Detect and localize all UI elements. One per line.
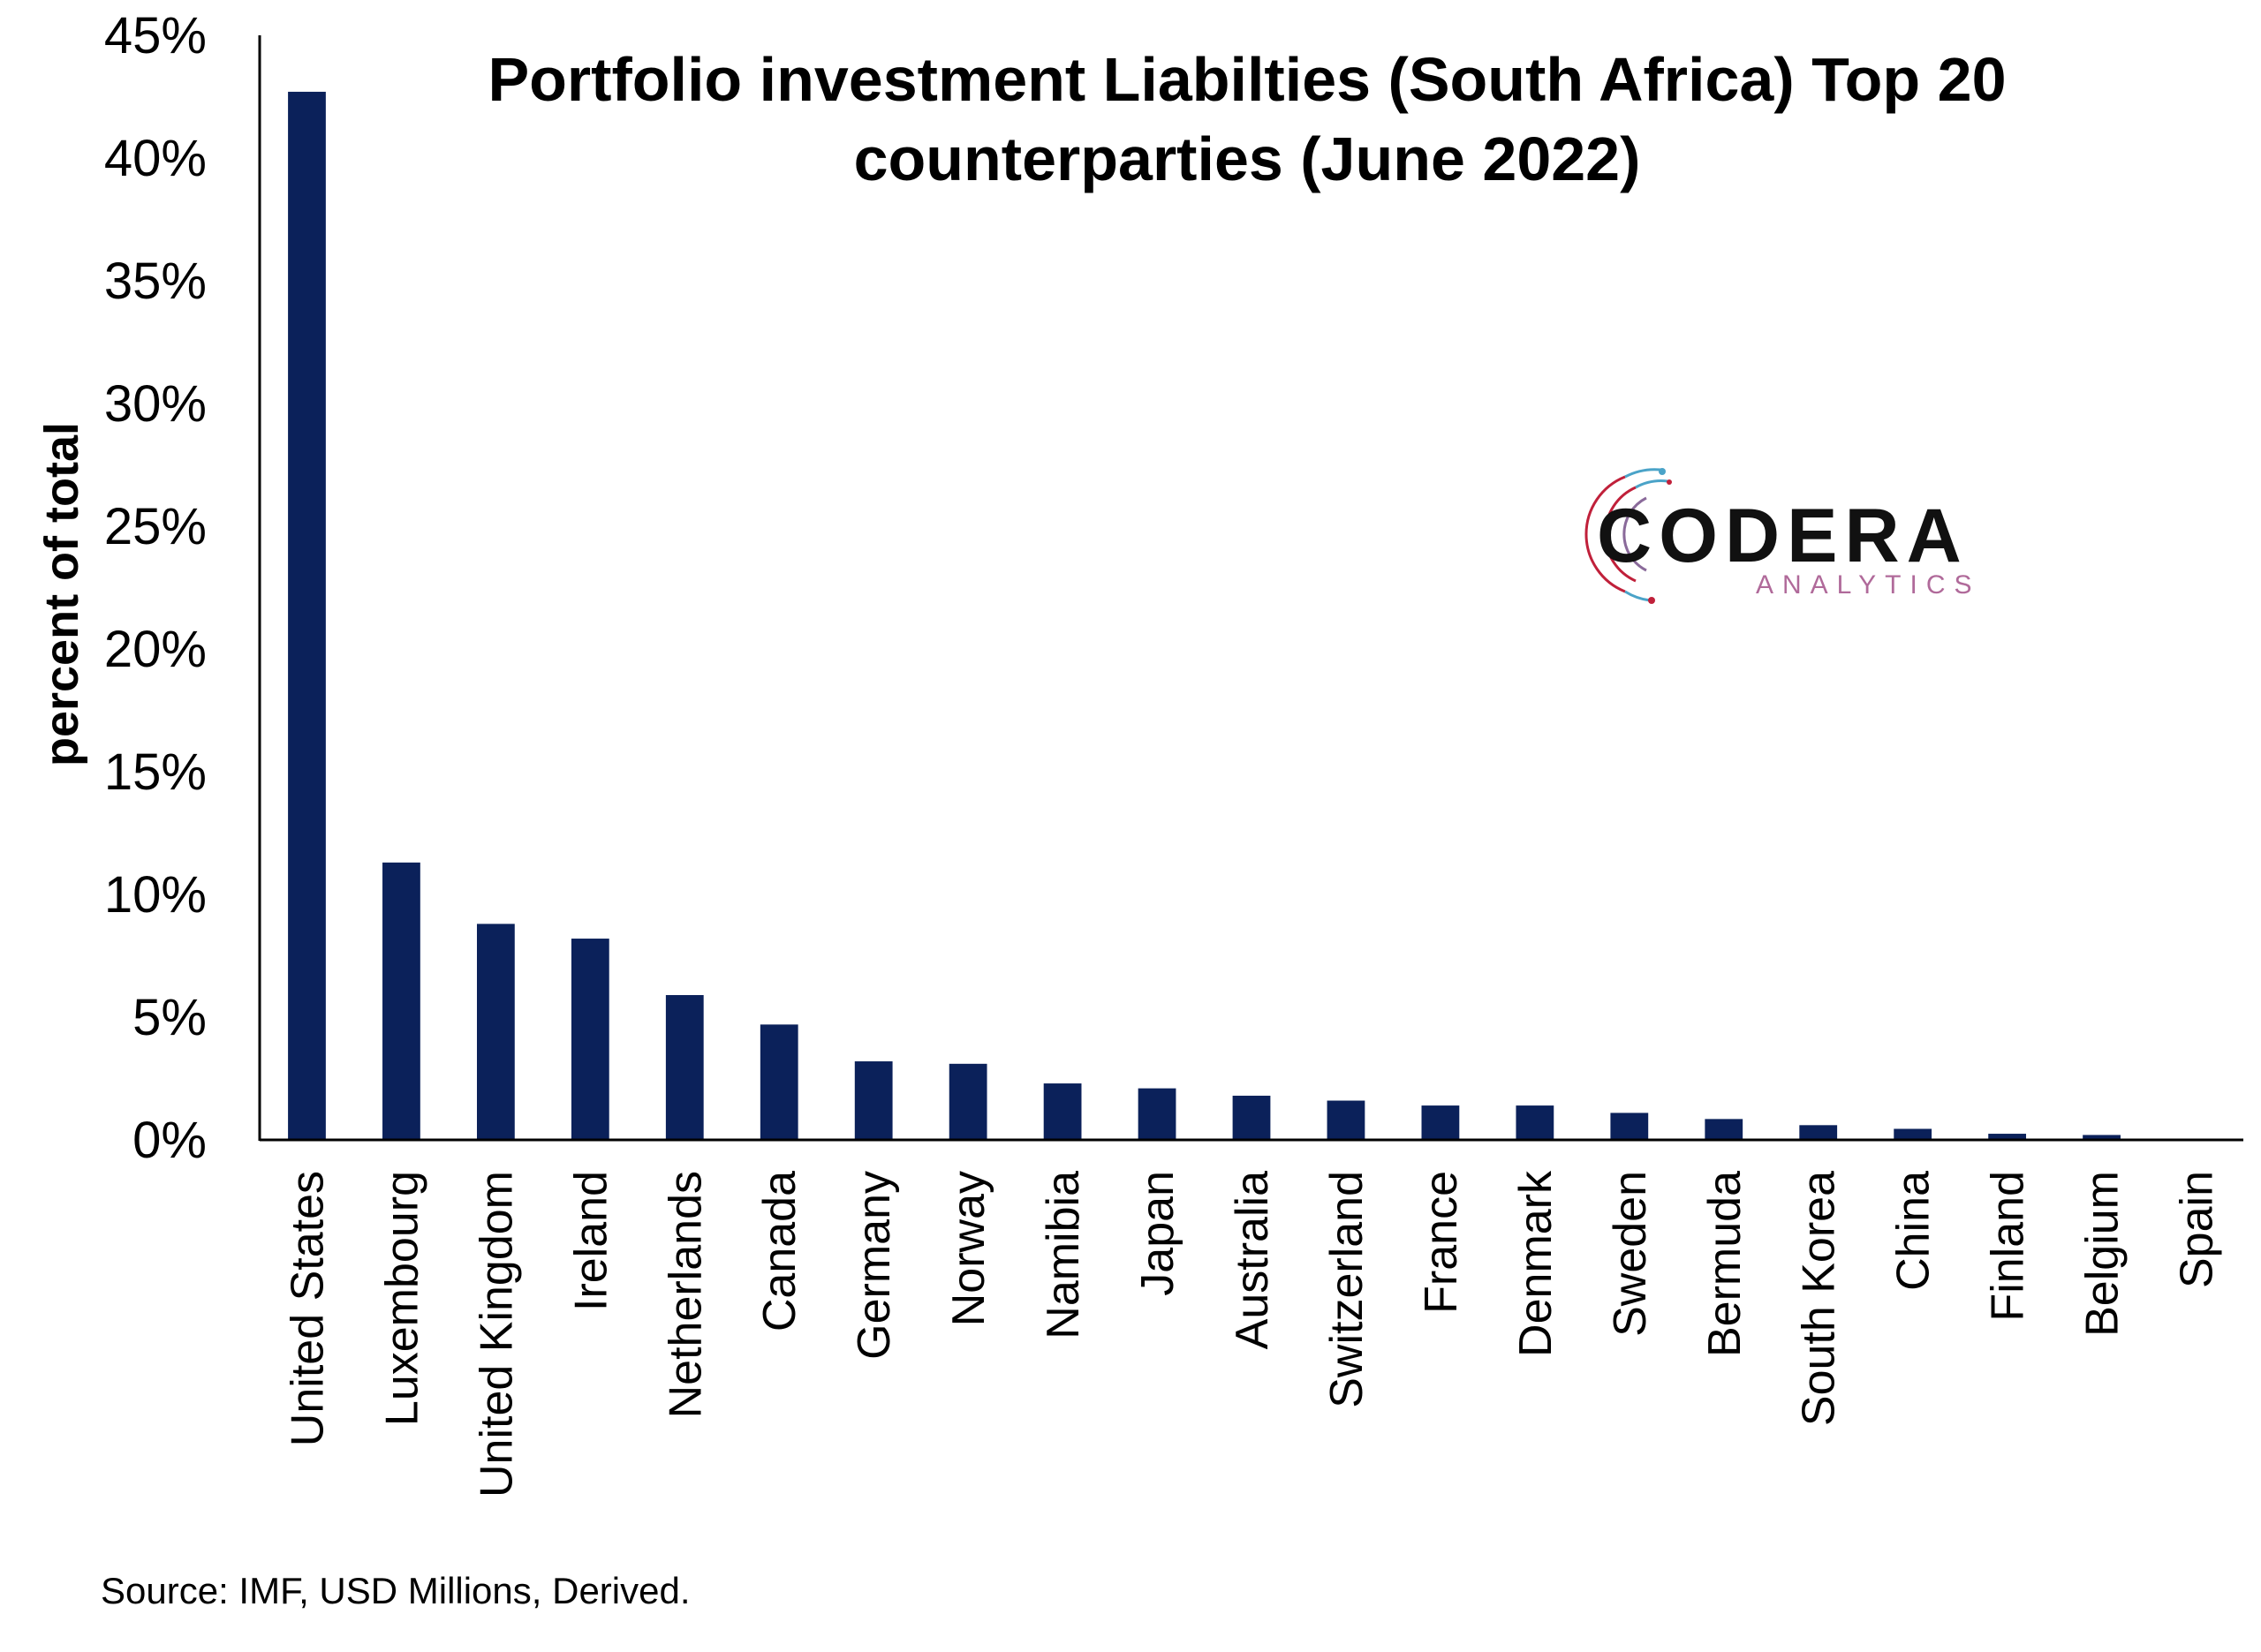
y-tick-label: 5% <box>132 989 207 1046</box>
bars <box>288 91 2215 1141</box>
x-tick-label: Netherlands <box>660 1171 711 1418</box>
bar <box>1138 1088 1176 1140</box>
bar <box>1894 1128 1932 1140</box>
x-tick-label: Namibia <box>1038 1171 1089 1339</box>
x-tick-label: China <box>1888 1171 1940 1291</box>
x-tick-label: Japan <box>1132 1171 1183 1296</box>
bar <box>288 91 326 1141</box>
bar <box>476 924 515 1140</box>
bar <box>1232 1095 1271 1140</box>
source-note: Source: IMF, USD Millions, Derived. <box>101 1570 691 1611</box>
x-tick-label: Denmark <box>1510 1170 1562 1357</box>
bar <box>1988 1134 2027 1140</box>
y-axis-ticks: 0% 5% 10% 15% 20% 25% 30% 35% 40% 45% <box>104 7 207 1169</box>
y-tick-label: 45% <box>104 7 207 64</box>
codera-logo: CODERA ANALYTICS <box>1584 468 1981 604</box>
y-tick-label: 10% <box>104 866 207 924</box>
codera-logo-mark-icon <box>1584 468 1672 604</box>
bar <box>854 1061 893 1140</box>
bar <box>665 994 704 1140</box>
x-tick-label: Sweden <box>1605 1171 1656 1337</box>
bar <box>571 939 609 1140</box>
bar <box>2083 1135 2121 1140</box>
x-tick-label: Ireland <box>565 1171 616 1311</box>
bar <box>1043 1083 1082 1140</box>
x-tick-label: Canada <box>754 1171 805 1331</box>
x-tick-label: Spain <box>2172 1171 2223 1288</box>
bar <box>1327 1100 1365 1140</box>
y-tick-label: 35% <box>104 253 207 310</box>
x-tick-label: Finland <box>1983 1171 2034 1322</box>
chart-title-line-2: counterparties (June 2022) <box>854 124 1641 193</box>
x-tick-label: United Kingdom <box>471 1171 522 1497</box>
codera-logo-name: CODERA <box>1597 494 1969 578</box>
y-tick-label: 15% <box>104 743 207 801</box>
x-tick-label: Norway <box>943 1171 994 1326</box>
x-tick-label: Luxembourg <box>376 1171 427 1426</box>
y-tick-label: 0% <box>132 1112 207 1169</box>
y-tick-label: 25% <box>104 498 207 555</box>
bar <box>1421 1105 1460 1140</box>
y-tick-label: 30% <box>104 375 207 433</box>
x-tick-label: Belgium <box>2077 1171 2129 1337</box>
x-tick-label: South Korea <box>1794 1171 1845 1426</box>
codera-logo-tagline: ANALYTICS <box>1756 570 1981 600</box>
x-tick-label: France <box>1416 1171 1467 1314</box>
chart-title-line-1: Portfolio investment Liabilties (South A… <box>488 45 2006 114</box>
bar <box>760 1024 798 1140</box>
y-axis-label: percent of total <box>35 422 88 766</box>
bar <box>1516 1105 1554 1140</box>
x-tick-label: United States <box>282 1171 333 1446</box>
bar <box>382 862 420 1140</box>
x-tick-label: Bermuda <box>1699 1171 1751 1357</box>
y-tick-label: 20% <box>104 621 207 678</box>
bar <box>1705 1119 1743 1140</box>
bar <box>1610 1113 1649 1140</box>
y-tick-label: 40% <box>104 130 207 187</box>
bar <box>1799 1125 1838 1140</box>
x-tick-label: Australia <box>1227 1171 1278 1349</box>
x-tick-label: Germany <box>849 1171 900 1360</box>
bar <box>949 1063 987 1140</box>
x-axis-ticks: United States Luxembourg United Kingdom Ire… <box>282 1170 2222 1497</box>
x-tick-label: Switzerland <box>1321 1171 1372 1408</box>
